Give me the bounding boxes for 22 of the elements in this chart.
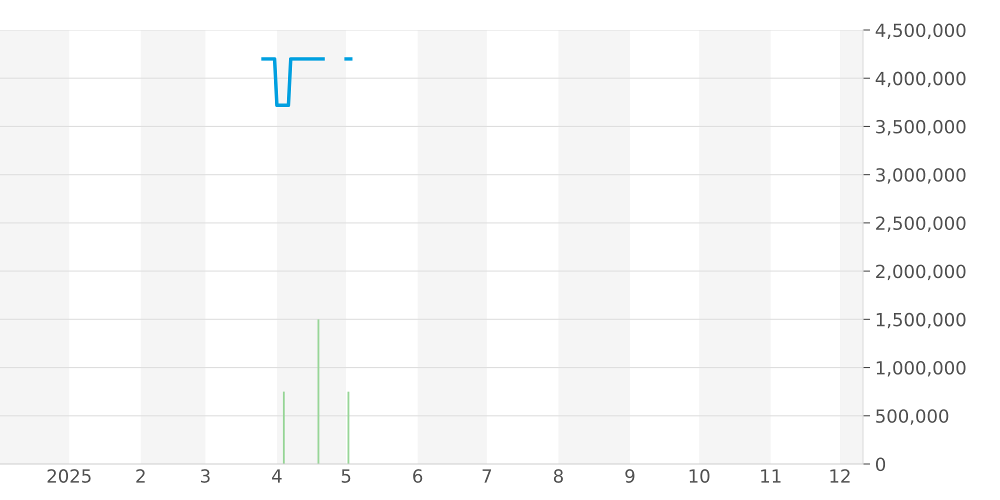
y-tick-label: 1,500,000: [876, 312, 966, 328]
x-tick-label: 10: [690, 469, 710, 483]
y-tick-label: 2,000,000: [876, 264, 966, 280]
x-tick-label: 7: [482, 469, 492, 483]
x-tick-label: 12: [830, 469, 850, 483]
x-tick-label: 2: [136, 469, 145, 483]
x-tick-label: 8: [554, 469, 563, 483]
y-tick-label: 500,000: [876, 409, 948, 425]
x-tick-label: 4: [272, 469, 282, 483]
x-tick-label: 2025: [48, 469, 91, 483]
y-tick-label: 1,000,000: [876, 361, 966, 377]
y-tick-label: 0: [876, 457, 886, 472]
y-tick-label: 4,500,000: [876, 23, 966, 39]
y-tick-label: 3,000,000: [876, 168, 966, 184]
y-tick-label: 2,500,000: [876, 216, 966, 232]
x-tick-label: 6: [413, 469, 422, 483]
x-tick-label: 5: [342, 469, 350, 483]
x-tick-label: 9: [625, 469, 634, 483]
x-tick-label: 3: [201, 469, 210, 483]
y-tick-label: 3,500,000: [876, 120, 966, 136]
y-tick-label: 4,000,000: [876, 72, 966, 88]
x-tick-label: 11: [761, 469, 781, 483]
